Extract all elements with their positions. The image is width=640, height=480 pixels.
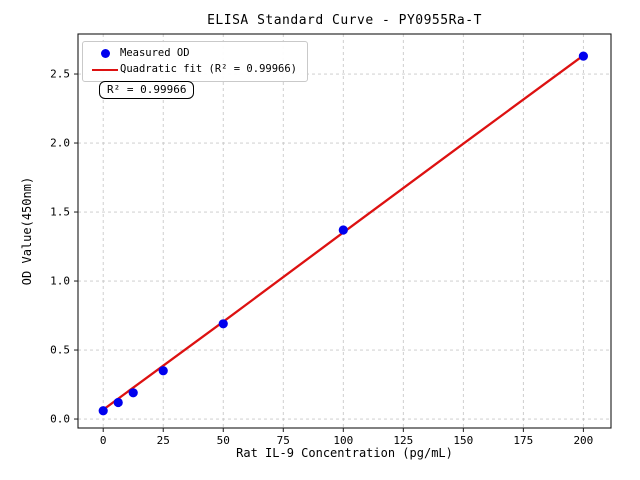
x-tick-label: 100 — [333, 434, 353, 447]
y-tick-label: 2.0 — [50, 137, 70, 150]
y-tick-label: 1.0 — [50, 275, 70, 288]
r-squared-annotation: R² = 0.99966 — [99, 81, 195, 99]
y-tick-label: 1.5 — [50, 206, 70, 219]
y-tick-label: 2.5 — [50, 68, 70, 81]
x-tick-label: 125 — [393, 434, 413, 447]
x-tick-label: 25 — [157, 434, 170, 447]
x-tick-label: 175 — [513, 434, 533, 447]
legend-item-measured-od: Measured OD — [90, 47, 297, 60]
x-tick-label: 200 — [573, 434, 593, 447]
scatter-marker-icon — [100, 49, 110, 58]
x-tick-label: 75 — [277, 434, 290, 447]
chart-title: ELISA Standard Curve - PY0955Ra-T — [207, 13, 482, 28]
legend-marker-box — [90, 68, 120, 71]
data-point — [158, 366, 168, 376]
legend-label: Measured OD — [120, 47, 190, 59]
data-point — [338, 225, 348, 235]
x-tick-label: 50 — [217, 434, 230, 447]
data-point — [113, 397, 123, 408]
x-axis-label: Rat IL-9 Concentration (pg/mL) — [236, 446, 453, 460]
data-point — [578, 51, 588, 61]
legend-label: Quadratic fit (R² = 0.99966) — [120, 63, 298, 75]
y-axis-label: OD Value(450nm) — [20, 176, 34, 286]
legend-item-quadratic-fit: Quadratic fit (R² = 0.99966) — [90, 63, 297, 76]
legend-marker-box — [90, 49, 120, 58]
line-marker-icon — [92, 68, 118, 71]
data-point — [98, 406, 108, 416]
x-tick-label: 150 — [453, 434, 473, 447]
y-tick-label: 0.0 — [50, 413, 70, 426]
x-tick-label: 0 — [100, 434, 107, 447]
data-point — [218, 319, 228, 329]
y-tick-label: 0.5 — [50, 344, 70, 357]
data-point — [128, 388, 138, 398]
legend: Measured OD Quadratic fit (R² = 0.99966) — [82, 41, 309, 82]
